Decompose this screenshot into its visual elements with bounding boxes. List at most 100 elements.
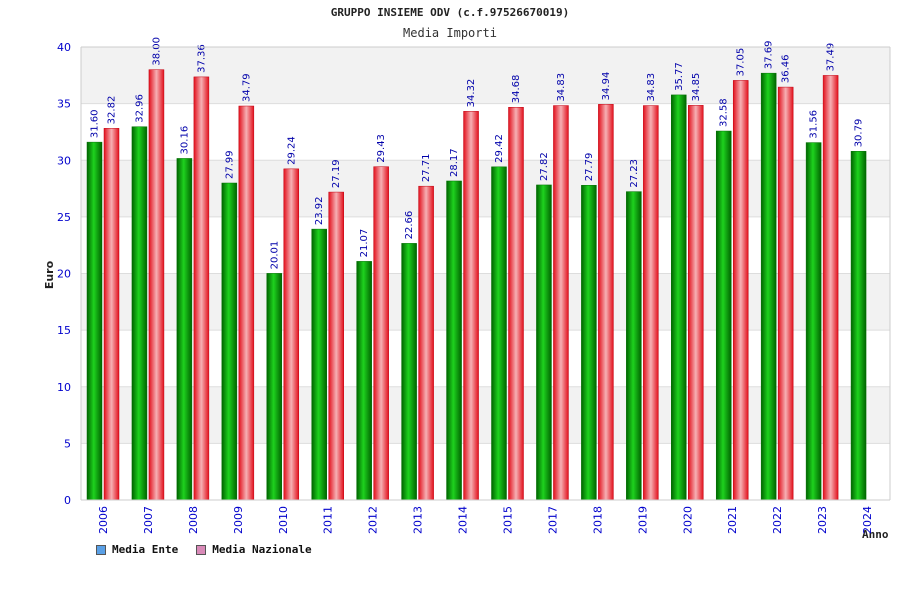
- bar-media-ente: [176, 158, 193, 501]
- bar-media-nazionale: [598, 104, 614, 501]
- x-tick-label: 2017: [546, 506, 559, 534]
- bar-media-nazionale: [328, 191, 344, 501]
- data-label: 27.23: [629, 159, 640, 188]
- x-axis-label: Anno: [862, 528, 889, 541]
- bar-media-ente: [401, 243, 417, 501]
- grid-band: [81, 160, 890, 217]
- y-tick-label: 15: [57, 324, 71, 337]
- y-tick-label: 35: [57, 98, 71, 111]
- y-tick-label: 30: [57, 154, 71, 167]
- bar-media-ente: [131, 126, 148, 501]
- data-label: 37.49: [826, 43, 837, 72]
- data-label: 34.68: [511, 75, 522, 104]
- grid-band: [81, 386, 890, 444]
- grid-band: [81, 103, 890, 161]
- x-tick-label: 2020: [681, 506, 694, 534]
- bar-media-ente: [850, 151, 867, 501]
- x-tick-label: 2019: [636, 506, 649, 534]
- x-tick-label: 2008: [187, 506, 200, 534]
- data-label: 32.82: [107, 96, 118, 125]
- data-label: 34.79: [241, 73, 252, 102]
- y-tick-label: 10: [57, 381, 71, 394]
- x-tick-label: 2021: [726, 506, 739, 534]
- bar-media-ente: [715, 130, 732, 501]
- data-label: 37.69: [764, 41, 775, 70]
- data-label: 28.17: [449, 148, 460, 177]
- y-tick-label: 5: [64, 437, 71, 450]
- data-label: 34.85: [691, 73, 702, 102]
- data-label: 29.42: [494, 134, 505, 163]
- data-label: 29.24: [286, 136, 297, 165]
- bar-media-ente: [671, 94, 687, 501]
- legend-item-media-ente: Media Ente: [96, 543, 178, 556]
- bar-media-nazionale: [418, 185, 434, 501]
- x-tick-label: 2007: [142, 506, 155, 534]
- bar-media-ente: [491, 166, 507, 501]
- y-axis-label: Euro: [43, 260, 56, 289]
- bar-media-nazionale: [643, 105, 659, 501]
- bar-media-nazionale: [238, 105, 255, 501]
- x-tick-label: 2011: [322, 506, 335, 534]
- data-label: 34.83: [646, 73, 657, 102]
- legend-label-media-ente: Media Ente: [112, 543, 179, 556]
- data-label: 35.77: [674, 62, 685, 91]
- legend-swatch-media-nazionale: [196, 544, 207, 555]
- data-label: 32.58: [719, 98, 730, 127]
- data-label: 27.99: [224, 150, 235, 179]
- data-label: 32.96: [134, 94, 145, 123]
- y-tick-label: 0: [64, 494, 71, 507]
- legend-swatch-media-ente: [96, 544, 106, 555]
- legend-item-media-nazionale: Media Nazionale: [196, 543, 312, 556]
- data-label: 38.00: [151, 37, 162, 66]
- bar-media-ente: [760, 72, 777, 501]
- bar-media-nazionale: [373, 166, 389, 501]
- x-tick-label: 2018: [591, 506, 604, 534]
- bar-media-ente: [86, 141, 103, 501]
- bar-media-nazionale: [463, 111, 479, 501]
- chart-title: GRUPPO INSIEME ODV (c.f.97526670019): [330, 6, 570, 19]
- data-label: 34.94: [601, 72, 612, 101]
- grid-band: [81, 330, 890, 387]
- data-label: 34.83: [556, 73, 567, 102]
- bar-media-ente: [311, 228, 327, 501]
- data-label: 30.16: [179, 126, 190, 155]
- data-label: 27.82: [539, 152, 550, 181]
- bar-media-nazionale: [732, 80, 749, 501]
- bar-media-nazionale: [777, 86, 794, 501]
- bar-media-ente: [266, 273, 283, 501]
- x-tick-label: 2010: [277, 506, 290, 534]
- bar-media-nazionale: [148, 69, 165, 501]
- data-label: 31.56: [809, 110, 820, 139]
- x-tick-label: 2006: [97, 506, 110, 534]
- grid-band: [81, 216, 890, 274]
- data-label: 36.46: [781, 54, 792, 83]
- data-label: 27.71: [421, 154, 432, 183]
- y-tick-label: 40: [57, 41, 71, 54]
- bar-media-nazionale: [822, 75, 839, 501]
- data-label: 22.66: [404, 211, 415, 240]
- grid-band: [81, 443, 890, 500]
- y-tick-label: 20: [57, 268, 71, 281]
- bar-media-nazionale: [508, 106, 524, 501]
- x-tick-label: 2022: [771, 506, 784, 534]
- grid-band: [81, 273, 890, 331]
- bar-media-ente: [446, 180, 462, 501]
- x-tick-label: 2015: [502, 506, 515, 534]
- grid-band: [81, 47, 890, 104]
- x-tick-label: 2024: [861, 506, 874, 534]
- data-label: 34.32: [466, 79, 477, 108]
- bar-media-ente: [581, 185, 597, 501]
- data-label: 23.92: [314, 196, 325, 225]
- data-label: 37.36: [196, 44, 207, 73]
- bar-media-nazionale: [688, 105, 704, 501]
- data-label: 29.43: [376, 134, 387, 163]
- chart-subtitle: Media Importi: [403, 26, 497, 40]
- legend: Media Ente Media Nazionale: [96, 543, 312, 556]
- bar-media-ente: [221, 182, 238, 501]
- x-tick-label: 2013: [412, 506, 425, 534]
- x-tick-label: 2009: [232, 506, 245, 534]
- bar-media-ente: [536, 184, 552, 501]
- x-tick-label: 2012: [367, 506, 380, 534]
- data-label: 27.19: [331, 159, 342, 188]
